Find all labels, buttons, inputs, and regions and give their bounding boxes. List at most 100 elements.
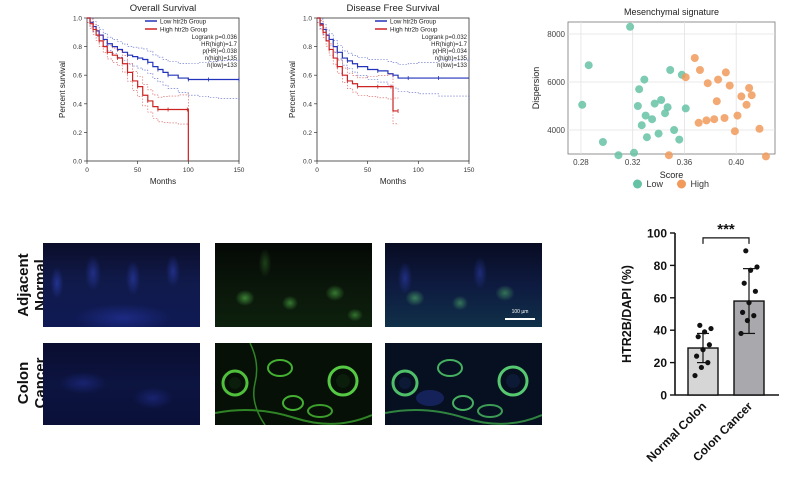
plot-frame [316,17,470,162]
stat-line: HR(high)=1.7 [431,42,468,48]
scatter-point-low [629,148,638,157]
x-tick-label: 50 [134,167,142,174]
micrograph-cancer-merge [385,343,542,425]
x-tick-label: 100 [183,167,194,174]
data-point [754,264,760,270]
data-point [702,329,708,335]
stat-line: n(high)=135 [435,56,468,62]
y-tick-label: 0.4 [73,101,82,108]
y-tick-label: 0.6 [73,73,82,80]
y-tick-label: 0.0 [303,159,312,166]
significance-bracket [702,237,750,244]
scatter-point-high [702,116,711,125]
y-tick-label: 1.0 [303,16,312,23]
scatter-point-high [745,84,754,92]
confidence-band [87,21,189,161]
stat-line: HR(high)=1.7 [201,42,238,48]
x-tick-label: 0 [315,167,319,174]
y-tick-label: 80 [654,259,668,273]
scatter-point-high [664,151,673,160]
data-point [741,280,747,286]
y-tick-label: 0 [660,389,667,403]
chart-title: Mesenchymal signature [624,7,719,17]
data-point [700,347,706,353]
data-point [748,267,754,273]
x-tick-label: 0.40 [728,158,744,167]
data-point [705,360,711,366]
data-point [744,317,750,324]
scatter-point-high [737,92,746,101]
y-tick-label: 60 [654,291,668,305]
survival-line-0 [87,17,239,81]
stat-line: n(low)=133 [437,63,468,69]
scatter-point-high [694,118,703,127]
scatter-point-low [675,135,684,144]
legend-label: High [691,179,710,189]
data-point [695,334,701,340]
scatter-point-low [670,126,679,134]
x-axis-label: Months [380,177,406,186]
scatter-point-low [648,115,657,124]
x-tick-label: 0.36 [677,158,693,167]
scatter-point-low [626,22,635,31]
data-point [740,309,746,315]
x-tick-label: 100 [413,167,424,174]
cancer-htr2b-tissue [215,343,372,425]
cancer-merge-tissue [385,359,542,425]
y-axis-label: HTR2B/DAPI (%) [620,265,634,363]
stat-line: p(HR)=0.034 [432,49,467,55]
scatter-point-high [703,79,712,88]
scatter-point-low [614,151,623,160]
stat-line: n(high)=135 [205,56,238,62]
x-tick-label: 50 [364,167,372,174]
scatter-point-high [742,100,751,109]
y-tick-label: 100 [647,227,667,241]
y-tick-label: 0.8 [303,44,312,51]
y-axis-label: Percent survival [58,61,67,118]
scatter-point-high [730,127,739,136]
legend-label: High htr2b Group [160,27,208,34]
y-axis-label: Dispersion [531,67,541,110]
scatter-point-low [650,99,659,108]
scatter-point-low [666,66,675,74]
significance-label: *** [717,221,735,238]
legend-label: Low htr2b Group [390,19,437,26]
data-point [692,372,698,379]
x-tick-label: 0.28 [573,158,589,167]
scatter-point-low [663,103,672,112]
scatter-point-high [721,68,730,77]
scatter-point-low [654,129,663,138]
scatter-point-high [695,66,704,74]
legend-label: Low htr2b Group [160,19,207,26]
y-tick-label: 0.6 [303,73,312,80]
data-point [697,322,703,328]
mesenchymal-signature-scatter: Mesenchymal signature 0.28 0.32 0.36 0.40 400… [531,7,776,189]
scale-bar [505,318,535,320]
scatter-point-high [690,54,699,62]
chart-title: Disease Free Survival [347,3,440,14]
legend-swatch [677,179,686,189]
scatter-point-high [747,91,756,100]
plot-frame [86,17,240,162]
scatter-point-low [640,75,649,84]
data-point [708,325,714,332]
scatter-point-high [733,111,742,120]
confidence-band [87,17,189,146]
x-tick-label: 150 [464,167,475,174]
y-tick-label: 40 [654,324,668,338]
x-axis-label: Score [660,170,684,180]
scatter-point-low [641,111,650,120]
y-tick-label: 0.2 [73,130,82,137]
data-point [751,313,757,319]
scatter-point-low [637,121,646,130]
data-point [694,353,700,359]
micrograph-normal-merge: 100 µm [385,243,542,327]
micrograph-cancer-dapi [43,343,200,425]
y-tick-label: 0.4 [303,101,312,108]
stat-line: Logrank p=0.036 [192,35,238,41]
scatter-point-high [714,75,723,84]
scatter-point-high [761,152,770,161]
y-axis-label: Percent survival [288,61,297,118]
stat-line: n(low)=133 [207,63,238,69]
data-point [746,300,752,306]
